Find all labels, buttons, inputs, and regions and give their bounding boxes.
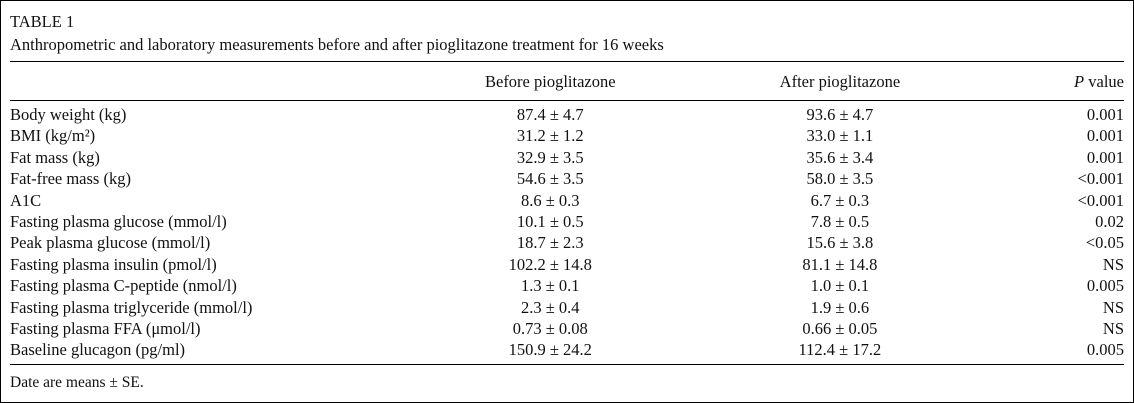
row-label: Fat-free mass (kg) <box>10 169 131 189</box>
value-after: 35.6 ± 3.4 <box>806 147 874 167</box>
value-before: 10.1 ± 0.5 <box>516 212 584 232</box>
table-row: BMI (kg/m²) 31.2 ± 1.2 33.0 ± 1.1 0.001 <box>10 125 1124 146</box>
row-label: A1C <box>10 190 42 210</box>
p-value: 0.02 <box>1095 212 1124 232</box>
row-label: Fasting plasma glucose (mmol/l) <box>10 212 227 232</box>
value-after: 15.6 ± 3.8 <box>806 233 874 253</box>
row-label: Fasting plasma triglyceride (mmol/l) <box>10 297 253 317</box>
header-after: After pioglitazone <box>661 61 1019 101</box>
header-row: Before pioglitazone After pioglitazone P… <box>10 61 1124 101</box>
table-row: Fat-free mass (kg) 54.6 ± 3.5 58.0 ± 3.5… <box>10 168 1124 189</box>
value-before: 150.9 ± 24.2 <box>508 340 592 360</box>
table-row: A1C 8.6 ± 0.3 6.7 ± 0.3 <0.001 <box>10 190 1124 211</box>
row-label: Fasting plasma FFA (μmol/l) <box>10 319 201 339</box>
table-row: Fasting plasma triglyceride (mmol/l) 2.3… <box>10 297 1124 318</box>
p-value: 0.001 <box>1086 105 1124 124</box>
row-label: Body weight (kg) <box>10 105 127 124</box>
row-label: Fasting plasma insulin (pmol/l) <box>10 254 217 274</box>
value-before: 2.3 ± 0.4 <box>520 297 580 317</box>
value-after: 0.66 ± 0.05 <box>802 319 878 339</box>
value-before: 87.4 ± 4.7 <box>516 105 584 124</box>
table-footnote: Date are means ± SE. <box>10 373 144 391</box>
table-title-block: TABLE 1 Anthropometric and laboratory me… <box>10 8 1124 61</box>
header-blank <box>10 61 439 101</box>
value-after: 7.8 ± 0.5 <box>810 212 870 232</box>
value-before: 32.9 ± 3.5 <box>516 147 584 167</box>
row-label: BMI (kg/m²) <box>10 126 96 146</box>
table-row: Fasting plasma C-peptide (nmol/l) 1.3 ± … <box>10 275 1124 296</box>
p-value: <0.001 <box>1077 190 1124 210</box>
table-row: Fasting plasma insulin (pmol/l) 102.2 ± … <box>10 254 1124 275</box>
p-value: <0.05 <box>1085 233 1124 253</box>
value-after: 1.0 ± 0.1 <box>810 276 870 296</box>
value-after: 6.7 ± 0.3 <box>810 190 870 210</box>
p-value: 0.005 <box>1086 340 1124 360</box>
row-label: Fasting plasma C-peptide (nmol/l) <box>10 276 237 296</box>
row-label: Baseline glucagon (pg/ml) <box>10 340 186 360</box>
table-row: Fat mass (kg) 32.9 ± 3.5 35.6 ± 3.4 0.00… <box>10 147 1124 168</box>
value-after: 112.4 ± 17.2 <box>798 340 882 360</box>
p-value: NS <box>1102 254 1124 274</box>
p-value: 0.001 <box>1086 147 1124 167</box>
value-before: 102.2 ± 14.8 <box>508 254 592 274</box>
value-before: 8.6 ± 0.3 <box>520 190 580 210</box>
row-label: Peak plasma glucose (mmol/l) <box>10 233 211 253</box>
table-row: Baseline glucagon (pg/ml) 150.9 ± 24.2 1… <box>10 339 1124 364</box>
p-value: <0.001 <box>1077 169 1124 189</box>
header-p-rest: value <box>1084 72 1124 91</box>
table-row: Fasting plasma glucose (mmol/l) 10.1 ± 0… <box>10 211 1124 232</box>
value-before: 31.2 ± 1.2 <box>516 126 584 146</box>
p-value: 0.001 <box>1086 126 1124 146</box>
header-p-value: P value <box>1018 61 1124 101</box>
table-label: TABLE 1 <box>10 12 75 31</box>
value-before: 0.73 ± 0.08 <box>512 319 588 339</box>
p-value: NS <box>1102 297 1124 317</box>
table-caption: Anthropometric and laboratory measuremen… <box>10 35 664 54</box>
value-after: 1.9 ± 0.6 <box>810 297 870 317</box>
measurements-table: Before pioglitazone After pioglitazone P… <box>10 61 1124 365</box>
value-after: 58.0 ± 3.5 <box>806 169 874 189</box>
value-before: 18.7 ± 2.3 <box>516 233 584 253</box>
p-value: 0.005 <box>1086 276 1124 296</box>
value-after: 33.0 ± 1.1 <box>806 126 874 146</box>
value-before: 1.3 ± 0.1 <box>520 276 580 296</box>
value-after: 93.6 ± 4.7 <box>806 105 874 124</box>
table-row: Body weight (kg) 87.4 ± 4.7 93.6 ± 4.7 0… <box>10 101 1124 126</box>
header-before: Before pioglitazone <box>438 61 662 101</box>
table-row: Peak plasma glucose (mmol/l) 18.7 ± 2.3 … <box>10 232 1124 253</box>
value-before: 54.6 ± 3.5 <box>516 169 584 189</box>
value-after: 81.1 ± 14.8 <box>802 254 878 274</box>
table-row: Fasting plasma FFA (μmol/l) 0.73 ± 0.08 … <box>10 318 1124 339</box>
header-p-italic: P <box>1074 72 1085 91</box>
p-value: NS <box>1102 319 1124 339</box>
row-label: Fat mass (kg) <box>10 147 100 167</box>
